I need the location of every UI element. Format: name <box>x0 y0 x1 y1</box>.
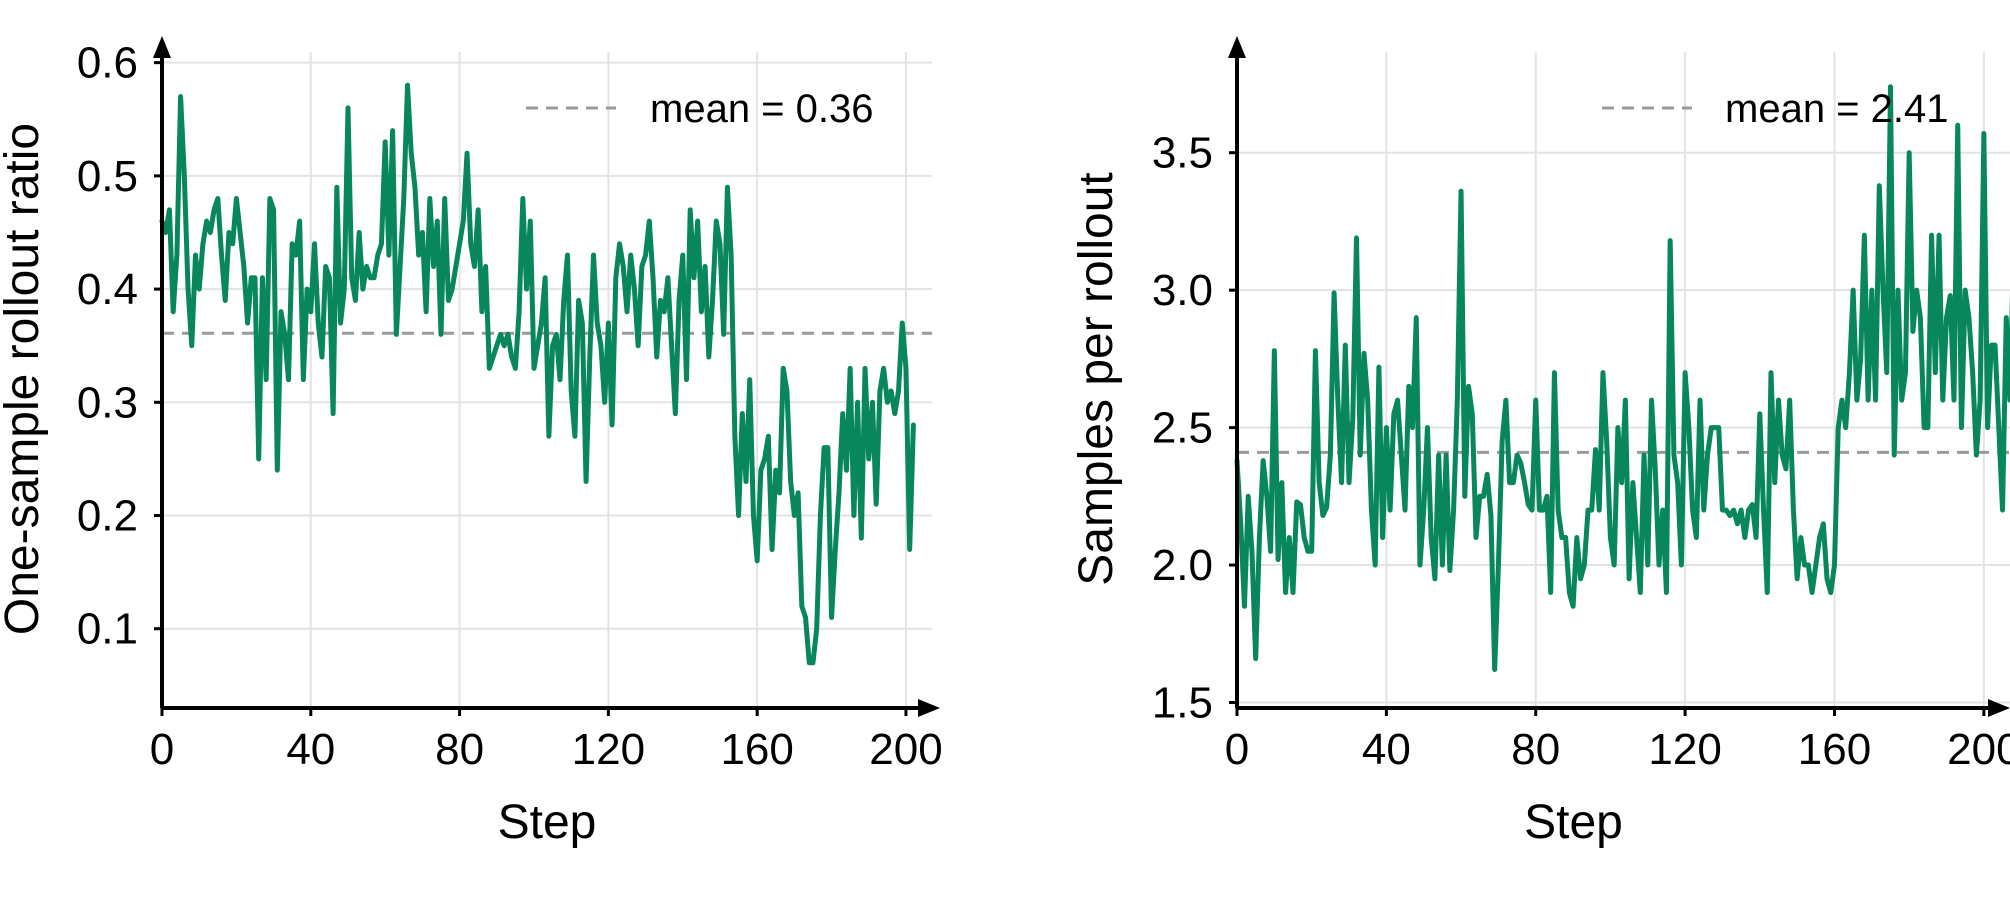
panel-2-x-axis-label: Step <box>1524 796 1623 849</box>
panel-2-x-tick-label-5: 200 <box>1947 725 2010 774</box>
panel-1-x-tick-label-4: 160 <box>720 725 793 774</box>
panel-1-x-tick-label-5: 200 <box>869 725 942 774</box>
panel-1-y-tick-label-4: 0.5 <box>77 152 138 201</box>
panel-2-x-tick-label-2: 80 <box>1511 725 1560 774</box>
panel-2-y-axis-label: Samples per rollout <box>1070 172 1123 586</box>
panel-1-x-axis-label: Step <box>498 796 597 849</box>
panel-2-y-axis-arrow <box>1228 36 1246 58</box>
panel-1-series-line-0 <box>159 82 916 666</box>
panel-2: 0 40 80 120 160 200 1.5 2.0 2.5 3.0 3.5 Step Samples… <box>1070 36 2010 849</box>
panel-1-legend: mean = 0.36 <box>526 87 874 131</box>
panel-2-y-tick-label-0: 1.5 <box>1152 679 1213 728</box>
panel-2-x-tick-label-4: 160 <box>1798 725 1871 774</box>
panel-1-y-tick-label-2: 0.3 <box>77 378 138 427</box>
panel-1-x-tick-label-1: 40 <box>286 725 335 774</box>
panel-1-y-axis-label: One-sample rollout ratio <box>0 123 49 635</box>
panel-1-y-tick-label-0: 0.1 <box>77 605 138 654</box>
panel-2-x-tick-label-0: 0 <box>1225 725 1249 774</box>
panel-1-legend-label: mean = 0.36 <box>650 87 874 131</box>
panel-2-x-axis-arrow <box>1988 699 2010 717</box>
panel-2-y-tick-label-1: 2.0 <box>1152 541 1213 590</box>
panel-1-x-tick-label-2: 80 <box>435 725 484 774</box>
panel-2-y-tick-label-3: 3.0 <box>1152 266 1213 315</box>
panel-1-y-tick-label-3: 0.4 <box>77 265 138 314</box>
panel-1-y-tick-label-5: 0.6 <box>77 39 138 88</box>
panel-1-x-tick-label-0: 0 <box>150 725 174 774</box>
panel-2-legend: mean = 2.41 <box>1602 87 1949 131</box>
panel-1-y-axis-arrow <box>153 36 171 58</box>
panel-2-x-tick-label-1: 40 <box>1362 725 1411 774</box>
panel-2-y-tick-label-4: 3.5 <box>1152 129 1213 178</box>
panel-2-x-tick-label-3: 120 <box>1648 725 1721 774</box>
panel-2-legend-label: mean = 2.41 <box>1725 87 1949 131</box>
panel-2-series-line-0 <box>1234 84 2010 673</box>
panel-1-x-axis-arrow <box>918 699 940 717</box>
panel-1-y-tick-label-1: 0.2 <box>77 492 138 541</box>
panel-1-x-tick-label-3: 120 <box>572 725 645 774</box>
panel-1: 0 40 80 120 160 200 0.1 0.2 0.3 0.4 0.5 0.6 Step One-… <box>0 36 943 849</box>
panel-2-y-tick-label-2: 2.5 <box>1152 404 1213 453</box>
